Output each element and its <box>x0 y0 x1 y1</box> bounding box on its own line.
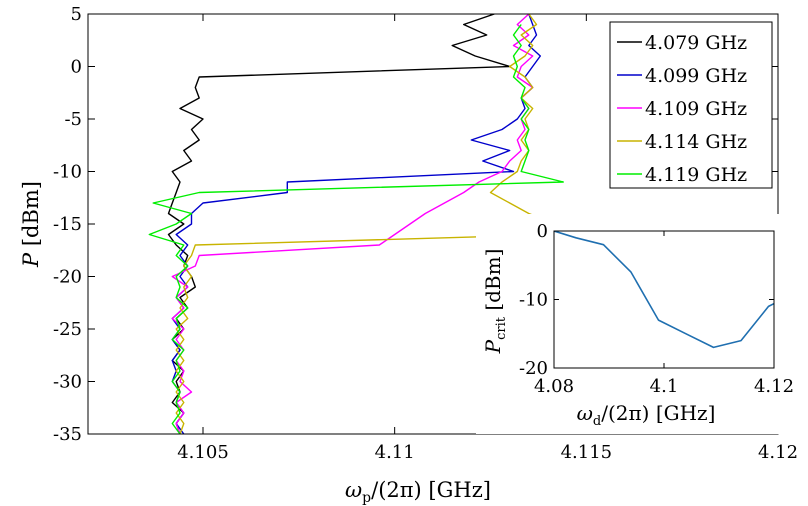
y-axis-label-rest: [dBm] <box>19 181 43 253</box>
main-y-tick-label: -10 <box>53 162 82 183</box>
inset-y-axis-label-symbol: P <box>481 339 505 354</box>
legend-label: 4.079 GHz <box>645 32 747 54</box>
inset-series-group <box>554 231 774 349</box>
legend-items: 4.079 GHz 4.099 GHz 4.109 GHz 4.114 GHz 4.11… <box>617 32 747 186</box>
inset-y-axis-label: Pcrit [dBm] <box>481 249 509 355</box>
legend-box <box>609 21 773 189</box>
legend-label: 4.099 GHz <box>645 65 747 87</box>
inset-plot-frame <box>553 230 775 369</box>
inset-x-axis-label: ωd/(2π) [GHz] <box>577 401 716 429</box>
inset-plot-area <box>554 231 774 368</box>
inset-y-tick-label: -20 <box>519 358 548 379</box>
inset-tick-labels: 4.08 4.1 4.12 0 -10 -20 <box>519 221 794 397</box>
x-axis-label: ωp/(2π) [GHz] <box>345 478 491 506</box>
main-y-tick-label: -15 <box>53 214 82 235</box>
main-series-line-5 <box>148 24 564 434</box>
legend: 4.079 GHz 4.099 GHz 4.109 GHz 4.114 GHz 4.11… <box>609 21 773 189</box>
inset-x-axis-label-rest: /(2π) [GHz] <box>601 401 715 425</box>
main-series-line-2 <box>171 14 541 434</box>
main-series-line-1 <box>167 14 511 434</box>
inset-y-tick-label: -10 <box>519 290 548 311</box>
inset-x-axis-label-symbol: ω <box>577 401 593 425</box>
main-y-tick-label: 5 <box>71 4 82 25</box>
main-tick-labels: 4.105 4.11 4.115 4.12 5 0 -5 -10 -15 -20 -25 -30 -35 <box>53 4 798 463</box>
inset-plot: 4.08 4.1 4.12 0 -10 -20 ωd/(2π) [GHz] Pcrit [… <box>476 214 794 434</box>
inset-y-tick-label: 0 <box>537 221 548 242</box>
inset-series-line-1 <box>554 231 774 349</box>
inset-x-tick-label: 4.1 <box>650 376 679 397</box>
inset-y-axis-label-rest: [dBm] <box>481 249 505 317</box>
legend-label: 4.109 GHz <box>645 98 747 120</box>
inset-x-tick-label: 4.12 <box>754 376 794 397</box>
y-axis-label-symbol: P <box>19 252 43 268</box>
main-y-tick-label: -30 <box>53 372 82 393</box>
main-y-tick-label: -20 <box>53 267 82 288</box>
inset-x-axis-label-subscript: d <box>593 414 601 429</box>
main-x-tick-label: 4.11 <box>375 442 415 463</box>
main-y-tick-label: -5 <box>64 109 82 130</box>
legend-label: 4.114 GHz <box>645 131 747 153</box>
main-y-tick-label: -25 <box>53 319 82 340</box>
y-axis-label: P [dBm] <box>19 181 43 268</box>
main-y-tick-label: 0 <box>71 57 82 78</box>
main-x-tick-label: 4.105 <box>177 442 229 463</box>
x-axis-label-rest: /(2π) [GHz] <box>371 478 491 502</box>
main-x-tick-label: 4.115 <box>561 442 613 463</box>
x-axis-label-symbol: ω <box>345 478 362 502</box>
x-axis-label-subscript: p <box>362 490 371 506</box>
main-series-line-3 <box>171 14 534 434</box>
inset-y-axis-label-subscript: crit <box>494 316 509 340</box>
main-y-tick-label: -35 <box>53 424 82 445</box>
main-x-tick-label: 4.12 <box>758 442 798 463</box>
legend-label: 4.119 GHz <box>645 164 747 186</box>
inset-x-tick-label: 4.08 <box>534 376 574 397</box>
